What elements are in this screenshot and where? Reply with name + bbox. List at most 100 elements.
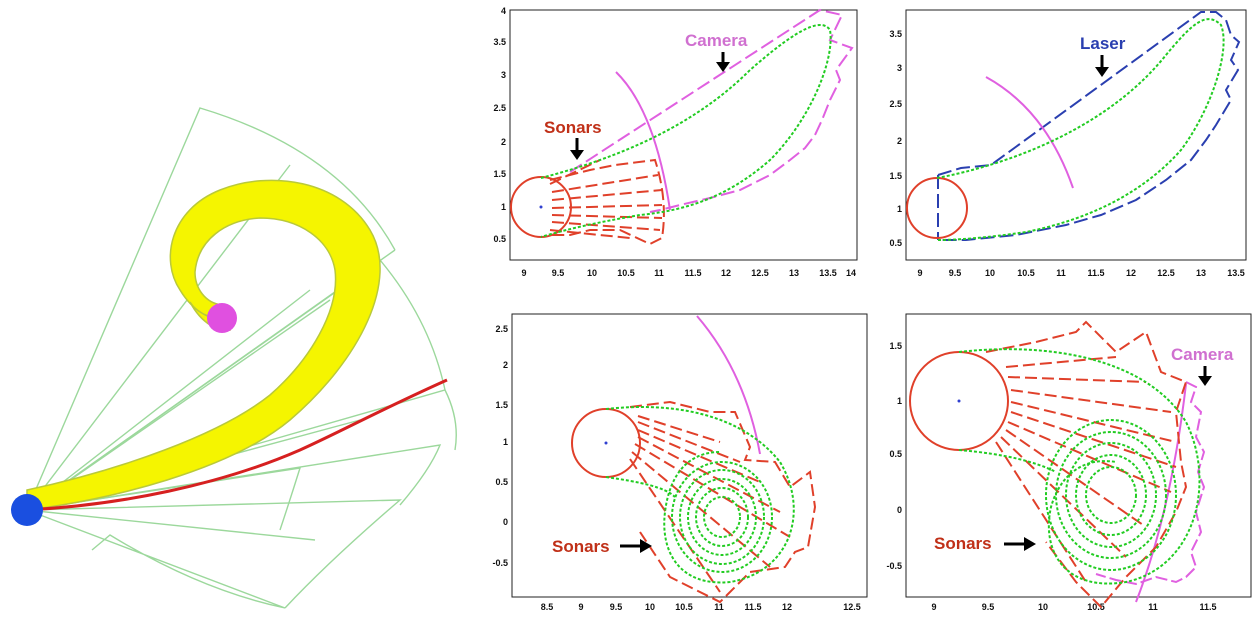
y-tick-label: 1 xyxy=(503,437,508,447)
laser-arrowhead xyxy=(1095,67,1109,77)
sonars-arrowhead xyxy=(1024,537,1036,551)
y-tick-label: 0.5 xyxy=(495,477,508,487)
y-tick-label: 1 xyxy=(897,396,902,406)
y-tick-label: 3.5 xyxy=(889,29,902,39)
fov-sector-6 xyxy=(26,499,402,609)
sonars-label: Sonars xyxy=(552,537,610,556)
robot-center xyxy=(604,441,608,445)
spiral-illustration xyxy=(11,107,457,609)
x-tick-label: 13 xyxy=(1196,268,1206,278)
x-tick-label: 10.5 xyxy=(1087,602,1105,612)
plot-frame xyxy=(509,9,858,261)
fov-sector-1 xyxy=(26,107,396,511)
x-tick-label: 10.5 xyxy=(617,268,635,278)
x-tick-label: 11.5 xyxy=(744,602,761,612)
fov-sector-5 xyxy=(26,444,442,511)
x-tick-label: 9.5 xyxy=(552,268,565,278)
reachable-envelope xyxy=(540,24,832,238)
x-tick-label: 9 xyxy=(931,602,936,612)
spiral-corridor xyxy=(26,179,381,511)
x-tick-label: 14 xyxy=(846,268,856,278)
robot-center xyxy=(539,205,543,209)
sonars-callout: Sonars xyxy=(552,537,652,556)
sonars-callout: Sonars xyxy=(544,118,602,160)
x-tick-label: 11 xyxy=(1056,268,1066,278)
plot-bottom-middle: 8.5 9 9.5 10 10.5 11 11.5 12 12.5 -0.5 0… xyxy=(492,313,868,612)
reachable-envelope xyxy=(958,348,1201,585)
y-tick-label: 3.5 xyxy=(493,37,506,47)
camera-arc xyxy=(985,76,1074,189)
y-tick-label: 2.5 xyxy=(495,324,508,334)
fov-sector-4 xyxy=(26,389,457,511)
y-tick-label: 3 xyxy=(897,63,902,73)
camera-arc xyxy=(615,71,671,211)
x-tick-label: 10 xyxy=(645,602,655,612)
y-tick-label: 1.5 xyxy=(493,169,506,179)
sonars-arrowhead xyxy=(570,150,584,160)
x-tick-label: 11.5 xyxy=(684,268,701,278)
camera-arc xyxy=(1135,383,1187,603)
reachable-envelope xyxy=(605,406,795,584)
camera-callout: Camera xyxy=(685,31,748,72)
sonars-label: Sonars xyxy=(544,118,602,137)
x-tick-label: 9 xyxy=(521,268,526,278)
y-tick-label: 0.5 xyxy=(889,449,902,459)
x-tick-labels: 9 9.5 10 10.5 11 11.5 xyxy=(931,602,1216,612)
plot-bottom-right: 9 9.5 10 10.5 11 11.5 -0.5 0 0.5 1 1.5 C… xyxy=(886,313,1252,612)
y-tick-label: -0.5 xyxy=(886,561,902,571)
y-tick-label: 2.5 xyxy=(889,99,902,109)
camera-fov xyxy=(1095,381,1206,586)
fov-ray-3 xyxy=(26,299,331,511)
y-tick-label: 1.5 xyxy=(495,400,508,410)
y-tick-labels: 0.5 1 1.5 2 2.5 3 3.5 4 xyxy=(493,6,506,244)
camera-label: Camera xyxy=(1171,345,1234,364)
robot-center xyxy=(957,399,961,403)
goal-marker xyxy=(207,303,237,333)
x-tick-label: 10.5 xyxy=(1017,268,1035,278)
plot-frame xyxy=(905,9,1247,261)
sonars-label: Sonars xyxy=(934,534,992,553)
y-tick-label: 4 xyxy=(501,6,506,16)
camera-arc xyxy=(696,315,761,455)
x-tick-label: 10 xyxy=(1038,602,1048,612)
x-tick-labels: 9 9.5 10 10.5 11 11.5 12 12.5 13 13.5 xyxy=(917,268,1244,278)
y-tick-label: 2 xyxy=(503,360,508,370)
x-tick-label: 12 xyxy=(1126,268,1136,278)
x-tick-label: 13 xyxy=(789,268,799,278)
x-tick-label: 9.5 xyxy=(949,268,962,278)
y-tick-label: 0 xyxy=(503,517,508,527)
camera-arrowhead xyxy=(1198,376,1212,386)
y-tick-labels: 0.5 1 1.5 2 2.5 3 3.5 xyxy=(889,29,902,248)
x-tick-label: 11.5 xyxy=(1199,602,1216,612)
x-tick-label: 9 xyxy=(917,268,922,278)
x-tick-label: 11.5 xyxy=(1087,268,1104,278)
sonars-callout: Sonars xyxy=(934,534,1036,553)
camera-fov xyxy=(569,8,854,213)
fov-ray-1 xyxy=(26,164,291,511)
x-tick-labels: 8.5 9 9.5 10 10.5 11 11.5 12 12.5 xyxy=(541,602,861,612)
y-tick-labels: -0.5 0 0.5 1 1.5 xyxy=(886,341,902,571)
x-tick-label: 12.5 xyxy=(751,268,769,278)
x-tick-label: 10 xyxy=(985,268,995,278)
plot-top-right: 9 9.5 10 10.5 11 11.5 12 12.5 13 13.5 0.… xyxy=(889,9,1247,278)
x-tick-label: 12.5 xyxy=(1157,268,1175,278)
y-tick-label: -0.5 xyxy=(492,558,508,568)
y-tick-label: 1 xyxy=(501,202,506,212)
laser-scan xyxy=(937,11,1241,241)
fov-sector-8 xyxy=(26,467,302,531)
y-tick-label: 3 xyxy=(501,70,506,80)
x-tick-label: 13.5 xyxy=(1227,268,1245,278)
y-tick-label: 2 xyxy=(897,136,902,146)
plot-frame xyxy=(511,313,868,598)
y-tick-label: 1.5 xyxy=(889,171,902,181)
y-tick-label: 0.5 xyxy=(889,238,902,248)
y-tick-label: 1 xyxy=(897,204,902,214)
fov-ray-5 xyxy=(26,509,316,541)
planned-path xyxy=(26,378,448,512)
sonars-arrowhead xyxy=(640,539,652,553)
x-tick-label: 12 xyxy=(782,602,792,612)
x-tick-label: 11 xyxy=(714,602,724,612)
reachable-envelope xyxy=(936,18,1225,241)
camera-callout: Camera xyxy=(1171,345,1234,386)
x-tick-label: 10 xyxy=(587,268,597,278)
